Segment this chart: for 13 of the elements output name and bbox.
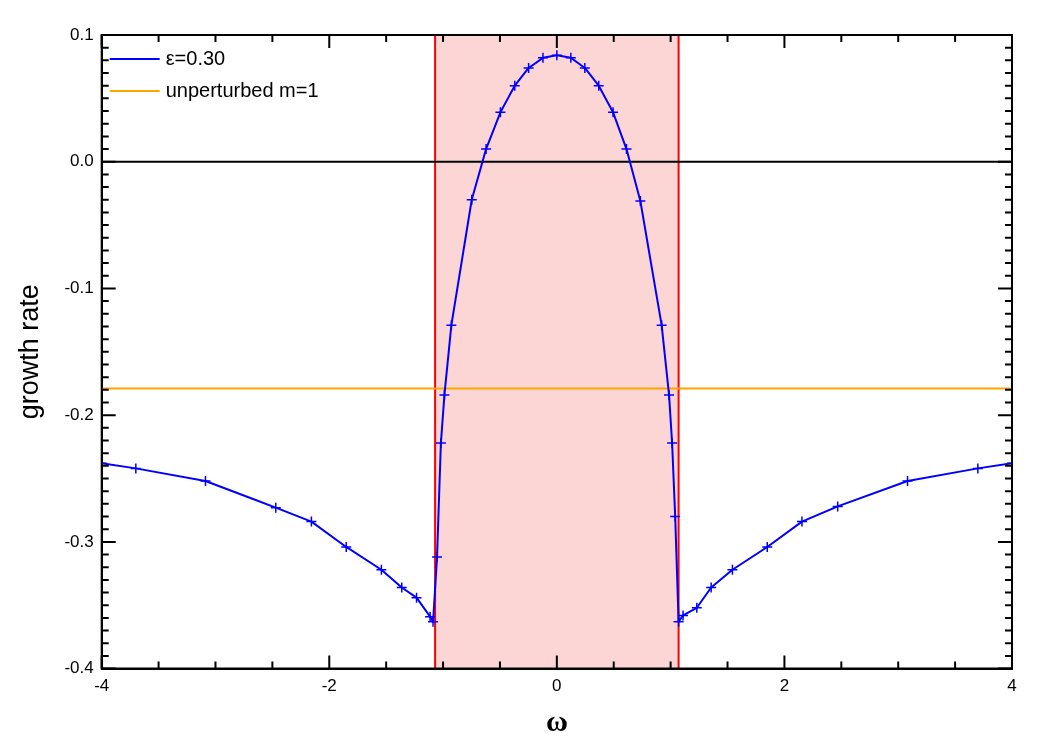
y-tick-label: -0.3 (64, 531, 94, 551)
y-axis-title: growth rate (13, 284, 44, 420)
y-tick-label: -0.4 (64, 658, 94, 678)
y-tick-label: 0.1 (70, 24, 94, 44)
y-tick-label: 0.0 (70, 151, 94, 171)
y-tick-label: -0.2 (64, 404, 94, 424)
y-tick-label: -0.1 (64, 278, 94, 298)
x-tick-label: -4 (94, 676, 110, 696)
x-tick-label: 2 (779, 676, 790, 696)
x-tick-label: -2 (321, 676, 337, 696)
x-tick-label: 0 (552, 676, 562, 696)
x-axis-title: ω (545, 703, 568, 737)
x-tick-label: 4 (1007, 676, 1017, 696)
